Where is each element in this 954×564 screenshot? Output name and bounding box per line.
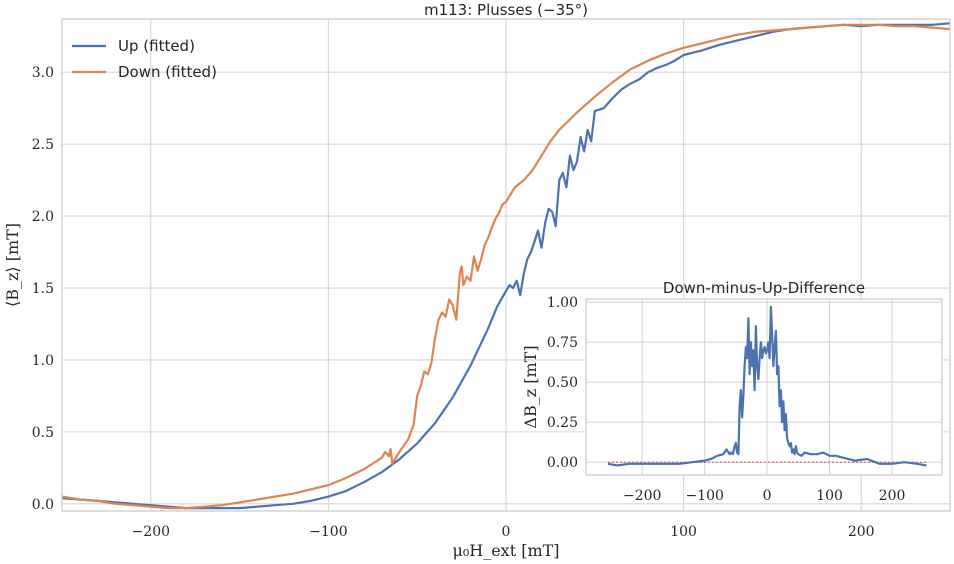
main-series-line-down-fitted xyxy=(61,23,951,510)
main-y-ticks: 0.0 0.5 1.0 1.5 2.0 2.5 3.0 xyxy=(32,65,54,513)
inset-y-tick-label: 0.50 xyxy=(547,375,578,391)
inset-y-tick-label: 0.25 xyxy=(547,415,578,431)
main-y-tick-label: 3.0 xyxy=(32,65,54,81)
inset-y-ticks: 0.00 0.25 0.50 0.75 1.00 xyxy=(547,295,578,471)
main-series xyxy=(61,22,951,510)
inset-y-tick-label: 0.00 xyxy=(547,455,578,471)
main-series-line-up-fitted xyxy=(61,22,951,510)
inset-plot: −200 −100 0 100 200 0.00 0.25 0.50 0.75 1.00 Dow… xyxy=(521,279,943,504)
main-plot: −200 −100 0 100 200 0.0 0.5 1.0 1.5 2.0 2.5 3.0 m1… xyxy=(3,1,951,560)
main-x-ticks: −200 −100 0 100 200 xyxy=(132,524,875,540)
inset-series-line-0 xyxy=(607,305,927,467)
inset-series xyxy=(607,305,927,467)
legend-label-up: Up (fitted) xyxy=(118,37,195,55)
main-title: m113: Plusses (−35°) xyxy=(424,1,588,19)
inset-frame xyxy=(585,298,943,476)
main-y-tick-label: 2.5 xyxy=(32,137,54,153)
main-x-axis-label: μ₀H_ext [mT] xyxy=(452,541,559,560)
main-x-tick-label: −200 xyxy=(132,524,170,540)
main-y-tick-label: 1.5 xyxy=(32,281,54,297)
inset-x-tick-label: −100 xyxy=(685,488,723,504)
inset-x-ticks: −200 −100 0 100 200 xyxy=(623,488,905,504)
main-y-tick-label: 2.0 xyxy=(32,209,54,225)
inset-y-tick-label: 1.00 xyxy=(547,295,578,311)
main-y-tick-label: 1.0 xyxy=(32,353,54,369)
legend-label-down: Down (fitted) xyxy=(118,63,217,81)
inset-x-tick-label: −200 xyxy=(623,488,661,504)
inset-background xyxy=(586,299,942,475)
main-y-axis-label: ⟨B_z⟩ [mT] xyxy=(3,223,22,307)
main-x-tick-label: 200 xyxy=(848,524,875,540)
inset-x-tick-label: 200 xyxy=(879,488,906,504)
main-x-tick-label: 100 xyxy=(670,524,697,540)
inset-y-tick-label: 0.75 xyxy=(547,335,578,351)
main-x-tick-label: −100 xyxy=(309,524,347,540)
main-y-tick-label: 0.5 xyxy=(32,425,54,441)
inset-y-axis-label: ΔB_z [mT] xyxy=(521,345,540,428)
main-y-tick-label: 0.0 xyxy=(32,497,54,513)
legend: Up (fitted) Down (fitted) xyxy=(72,37,217,81)
inset-title: Down-minus-Up-Difference xyxy=(663,279,865,297)
main-x-tick-label: 0 xyxy=(502,524,511,540)
inset-x-tick-label: 0 xyxy=(763,488,772,504)
inset-x-tick-label: 100 xyxy=(816,488,843,504)
main-plot-frame xyxy=(61,18,951,512)
